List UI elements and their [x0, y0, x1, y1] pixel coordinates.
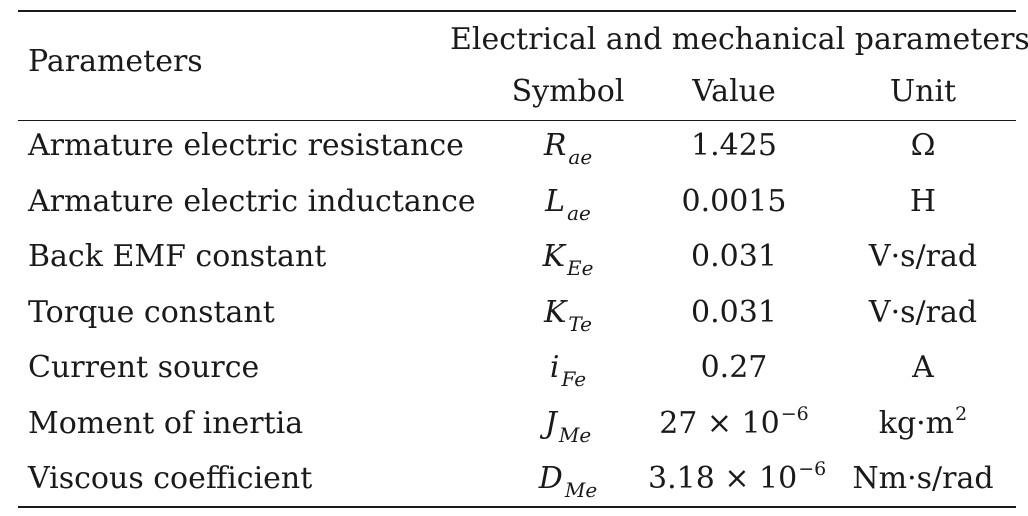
- header-parameters: Parameters: [28, 44, 203, 79]
- row-unit: A: [838, 350, 1008, 386]
- value-mantissa: 0.0015: [681, 184, 787, 219]
- row-value: 3.18 × 10−6: [648, 458, 826, 500]
- row-parameter-name: Viscous coefficient: [28, 461, 313, 496]
- row-value: 0.27: [648, 350, 820, 386]
- row-parameter-name: Back EMF constant: [28, 239, 327, 274]
- symbol-letter: K: [542, 239, 565, 274]
- row-parameter-name: Armature electric resistance: [28, 128, 464, 163]
- header-unit: Unit: [889, 74, 957, 109]
- symbol-subscript: Ee: [566, 256, 594, 280]
- symbol-letter: J: [544, 406, 557, 441]
- header-group: Electrical and mechanical parameters: [450, 22, 1028, 57]
- row-value: 0.0015: [648, 184, 820, 220]
- unit-exponent: 2: [955, 403, 968, 425]
- value-mantissa: 27 × 10: [659, 406, 780, 441]
- unit-text: V·s/rad: [868, 239, 978, 274]
- symbol-letter: R: [543, 128, 567, 163]
- value-mantissa: 1.425: [691, 128, 777, 163]
- row-value: 1.425: [648, 128, 820, 164]
- unit-text: A: [912, 350, 934, 385]
- row-unit: Ω: [838, 128, 1008, 164]
- symbol-subscript: ae: [567, 201, 591, 225]
- value-mantissa: 0.27: [700, 350, 768, 385]
- row-symbol: K Te: [488, 295, 648, 336]
- symbol-letter: i: [549, 350, 560, 385]
- table-bottom-rule: [18, 506, 1016, 508]
- row-parameter-name: Current source: [28, 350, 260, 385]
- unit-text: Nm·s/rad: [852, 461, 994, 496]
- row-parameter-name: Armature electric inductance: [28, 184, 476, 219]
- header-rule: [18, 120, 1016, 122]
- symbol-letter: K: [543, 295, 567, 330]
- row-symbol: K Ee: [488, 239, 648, 280]
- header-symbol: Symbol: [511, 74, 625, 109]
- symbol-subscript: ae: [568, 145, 593, 169]
- row-symbol: D Me: [488, 461, 648, 502]
- symbol-letter: L: [545, 184, 566, 219]
- row-symbol: J Me: [488, 406, 648, 447]
- row-parameter-name: Torque constant: [28, 295, 275, 330]
- unit-text: V·s/rad: [868, 295, 978, 330]
- row-symbol: i Fe: [488, 350, 648, 391]
- row-value: 0.031: [648, 295, 820, 331]
- row-unit: H: [838, 184, 1008, 220]
- row-value: 27 × 10−6: [648, 403, 820, 445]
- unit-text: Ω: [910, 128, 936, 163]
- value-mantissa: 3.18 × 10: [648, 461, 798, 496]
- unit-text: H: [909, 184, 937, 219]
- row-parameter-name: Moment of inertia: [28, 406, 304, 441]
- row-unit: Nm·s/rad: [838, 461, 1008, 497]
- symbol-subscript: Fe: [561, 367, 587, 391]
- value-mantissa: 0.031: [691, 295, 777, 330]
- symbol-subscript: Me: [558, 423, 592, 447]
- symbol-letter: D: [538, 461, 563, 496]
- row-value: 0.031: [648, 239, 820, 275]
- symbol-subscript: Te: [568, 312, 593, 336]
- table-top-rule: [18, 10, 1016, 12]
- value-exponent: −6: [780, 403, 809, 425]
- row-unit: V·s/rad: [838, 295, 1008, 331]
- value-mantissa: 0.031: [691, 239, 777, 274]
- header-value: Value: [692, 74, 776, 109]
- unit-text: kg·m: [878, 406, 955, 441]
- row-unit: V·s/rad: [838, 239, 1008, 275]
- row-unit: kg·m2: [838, 403, 1008, 445]
- value-exponent: −6: [798, 458, 827, 480]
- symbol-subscript: Me: [564, 478, 598, 502]
